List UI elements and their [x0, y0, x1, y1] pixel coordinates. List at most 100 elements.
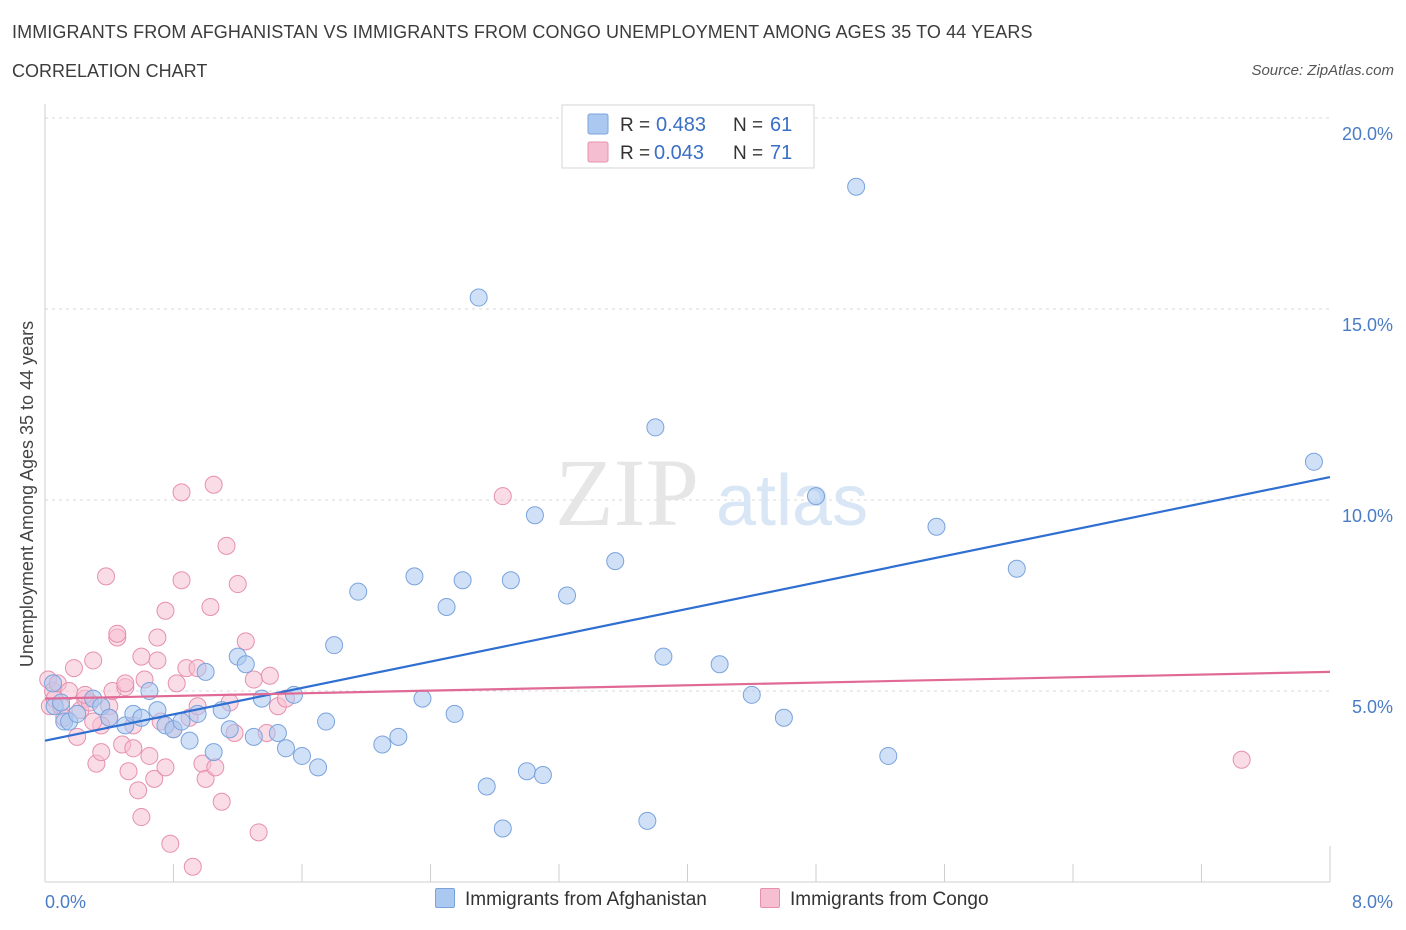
- afghanistan-trend-line: [44, 476, 1331, 742]
- chart-subtitle: CORRELATION CHART: [12, 61, 208, 81]
- congo-point: [167, 674, 186, 693]
- congo-point: [228, 575, 247, 594]
- y-tick-label: 15.0%: [1342, 315, 1393, 335]
- afghanistan-point: [927, 517, 946, 536]
- x-tick-label: 0.0%: [45, 892, 86, 912]
- congo-point: [97, 567, 116, 586]
- congo-point: [172, 571, 191, 590]
- afghanistan-point: [325, 636, 344, 655]
- afghanistan-point: [413, 689, 432, 708]
- congo-point: [84, 651, 103, 670]
- afghanistan-point: [220, 720, 239, 739]
- y-axis-label: Unemployment Among Ages 35 to 44 years: [17, 321, 37, 667]
- afghanistan-point: [501, 571, 520, 590]
- afghanistan-point: [533, 766, 552, 785]
- legend-swatch-congo-bottom: [760, 888, 780, 908]
- afghanistan-point: [172, 712, 191, 731]
- watermark-zip: ZIP: [555, 439, 699, 546]
- congo-point: [116, 674, 135, 693]
- legend-n-value-1: 61: [770, 114, 792, 136]
- congo-point: [124, 739, 143, 758]
- gridlines: [45, 117, 1330, 692]
- afghanistan-point: [774, 708, 793, 727]
- congo-point: [201, 597, 220, 616]
- congo-point: [132, 647, 151, 666]
- congo-point: [244, 670, 263, 689]
- trend-lines: [44, 476, 1331, 742]
- afghanistan-point: [638, 811, 657, 830]
- congo-point: [196, 769, 215, 788]
- congo-point: [145, 769, 164, 788]
- afghanistan-point: [44, 674, 63, 693]
- legend-r-value-2: 0.043: [654, 142, 704, 164]
- legend-n-value-2: 71: [770, 142, 792, 164]
- legend-swatch-congo: [587, 141, 609, 163]
- congo-point: [108, 624, 127, 643]
- legend-n-label-2: N =: [733, 143, 763, 164]
- afghanistan-point: [493, 819, 512, 838]
- watermark-atlas: atlas: [716, 461, 868, 541]
- afghanistan-point: [268, 724, 287, 743]
- source-label: Source: ZipAtlas.com: [1251, 62, 1394, 79]
- legend-item-afghanistan: Immigrants from Afghanistan: [435, 888, 707, 911]
- congo-point: [161, 834, 180, 853]
- afghanistan-point: [140, 682, 159, 700]
- afghanistan-point: [180, 731, 199, 750]
- afghanistan-point: [710, 655, 729, 674]
- legend-n-label-1: N =: [733, 115, 763, 136]
- congo-point: [148, 651, 167, 670]
- congo-point: [206, 758, 225, 777]
- congo-point: [119, 762, 138, 781]
- afghanistan-point: [646, 418, 665, 437]
- congo-point: [64, 659, 83, 678]
- afghanistan-point: [742, 685, 761, 704]
- afghanistan-point: [196, 662, 215, 681]
- congo-point: [148, 628, 167, 647]
- legend-swatch-afghanistan-bottom: [435, 888, 455, 908]
- congo-point: [129, 781, 148, 800]
- congo-point: [140, 746, 159, 765]
- watermark: ZIP atlas: [555, 439, 868, 546]
- afghanistan-point: [558, 586, 577, 605]
- congo-trend-line: [44, 670, 1331, 700]
- legend-r-label-2: R =: [620, 143, 650, 164]
- x-tick-label: 8.0%: [1352, 892, 1393, 912]
- afghanistan-point: [389, 727, 408, 746]
- x-tick-labels: 0.0% 8.0%: [45, 892, 1393, 912]
- congo-point: [249, 823, 268, 842]
- afghanistan-point: [349, 582, 368, 601]
- afghanistan-point: [847, 177, 866, 196]
- chart-title: IMMIGRANTS FROM AFGHANISTAN VS IMMIGRANT…: [12, 22, 1033, 42]
- axes: [44, 104, 1331, 883]
- congo-point: [236, 632, 255, 651]
- y-tick-label: 5.0%: [1352, 697, 1393, 717]
- afghanistan-point: [469, 288, 488, 307]
- afghanistan-point: [1007, 559, 1026, 578]
- afghanistan-point: [477, 777, 496, 796]
- afghanistan-point: [405, 567, 424, 586]
- afghanistan-point: [807, 487, 825, 506]
- afghanistan-points: [44, 177, 1323, 838]
- afghanistan-point: [879, 746, 898, 765]
- congo-point: [132, 808, 151, 827]
- congo-point: [156, 601, 175, 620]
- afghanistan-point: [244, 727, 263, 746]
- afghanistan-point: [236, 655, 255, 674]
- legend-swatch-afghanistan: [587, 113, 609, 135]
- legend-label-afghanistan: Immigrants from Afghanistan: [465, 889, 707, 910]
- congo-point: [92, 743, 111, 762]
- congo-point: [156, 758, 175, 777]
- afghanistan-point: [309, 758, 328, 777]
- legend-label-congo: Immigrants from Congo: [790, 889, 989, 910]
- afghanistan-point: [204, 743, 223, 762]
- congo-point: [260, 666, 279, 685]
- congo-point: [68, 727, 87, 746]
- afghanistan-point: [252, 689, 271, 708]
- legend-item-congo: Immigrants from Congo: [760, 888, 989, 911]
- y-tick-label: 20.0%: [1342, 124, 1393, 144]
- afghanistan-point: [100, 708, 119, 727]
- afghanistan-point: [373, 735, 392, 754]
- afghanistan-point: [276, 739, 295, 758]
- congo-point: [1232, 750, 1251, 769]
